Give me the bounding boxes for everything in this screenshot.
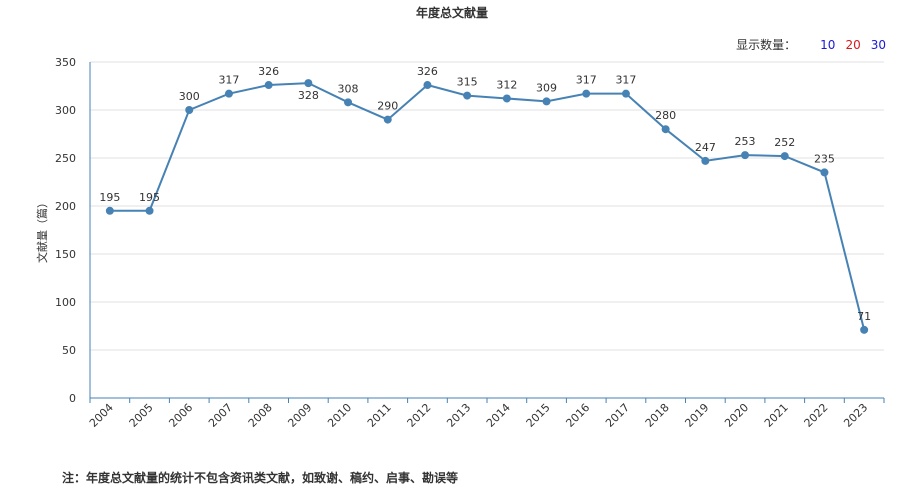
x-tick-label: 2007 — [206, 401, 235, 430]
data-point — [224, 89, 233, 98]
y-tick-label: 100 — [55, 296, 76, 309]
x-tick-label: 2010 — [325, 401, 354, 430]
data-label: 317 — [218, 74, 239, 87]
data-label: 195 — [139, 191, 160, 204]
x-tick-label: 2012 — [405, 401, 434, 430]
y-tick-label: 350 — [55, 56, 76, 69]
data-label: 252 — [774, 136, 795, 149]
data-label: 328 — [298, 89, 319, 102]
x-tick-label: 2008 — [246, 401, 275, 430]
data-point — [780, 152, 789, 161]
x-tick-label: 2014 — [484, 401, 513, 430]
footnote: 注：年度总文献量的统计不包含资讯类文献，如致谢、稿约、启事、勘误等 — [62, 471, 459, 485]
data-point — [661, 125, 670, 134]
data-label: 195 — [99, 191, 120, 204]
data-point — [701, 156, 710, 165]
x-tick-label: 2017 — [603, 401, 632, 430]
x-tick-label: 2020 — [722, 401, 751, 430]
x-tick-label: 2022 — [802, 401, 831, 430]
data-point — [264, 81, 273, 90]
data-point — [820, 168, 829, 177]
display-count-option-20[interactable]: 20 — [845, 37, 861, 52]
data-label: 312 — [496, 78, 517, 91]
y-tick-label: 200 — [55, 200, 76, 213]
data-label: 253 — [735, 135, 756, 148]
data-point — [582, 89, 591, 98]
y-tick-label: 250 — [55, 152, 76, 165]
data-label: 315 — [457, 76, 478, 89]
data-label: 300 — [179, 90, 200, 103]
chart-title: 年度总文献量 — [415, 6, 488, 20]
display-count-option-30[interactable]: 30 — [870, 37, 886, 52]
display-count-label: 显示数量： — [736, 38, 797, 52]
x-tick-label: 2023 — [841, 401, 870, 430]
data-point — [502, 94, 511, 103]
y-axis-label: 文献量（篇） — [35, 197, 49, 263]
y-tick-label: 300 — [55, 104, 76, 117]
x-tick-label: 2004 — [87, 401, 116, 430]
data-point — [542, 97, 551, 106]
x-tick-label: 2021 — [762, 401, 791, 430]
data-label: 247 — [695, 141, 716, 154]
data-point — [304, 79, 313, 88]
display-count-selector: 显示数量： 10 20 30 — [736, 36, 886, 53]
x-tick-label: 2019 — [682, 401, 711, 430]
data-label: 317 — [615, 74, 636, 87]
data-point — [463, 91, 472, 100]
x-tick-label: 2016 — [563, 401, 592, 430]
display-count-option-10[interactable]: 10 — [820, 37, 836, 52]
x-tick-label: 2011 — [365, 401, 394, 430]
data-point — [344, 98, 353, 107]
data-label: 326 — [258, 65, 279, 78]
data-point — [423, 81, 432, 90]
data-label: 71 — [857, 310, 871, 323]
y-tick-label: 150 — [55, 248, 76, 261]
data-label: 309 — [536, 81, 557, 94]
data-point — [185, 106, 194, 114]
series-line — [109, 82, 866, 331]
data-point — [860, 325, 869, 334]
x-tick-label: 2018 — [643, 401, 672, 430]
data-label: 308 — [338, 82, 359, 95]
x-tick-label: 2015 — [524, 401, 553, 430]
data-point — [105, 206, 114, 215]
y-tick-label: 0 — [69, 392, 76, 405]
x-tick-label: 2005 — [127, 401, 156, 430]
data-label: 280 — [655, 109, 676, 122]
x-tick-label: 2006 — [166, 401, 195, 430]
data-point — [621, 89, 630, 98]
data-point — [383, 115, 392, 124]
x-tick-label: 2013 — [444, 401, 473, 430]
data-label: 317 — [576, 74, 597, 87]
data-point — [741, 151, 750, 160]
data-label: 326 — [417, 65, 438, 78]
data-point — [145, 206, 154, 215]
data-label: 235 — [814, 152, 835, 165]
data-label: 290 — [377, 100, 398, 113]
x-tick-label: 2009 — [285, 401, 314, 430]
y-tick-label: 50 — [62, 344, 76, 357]
